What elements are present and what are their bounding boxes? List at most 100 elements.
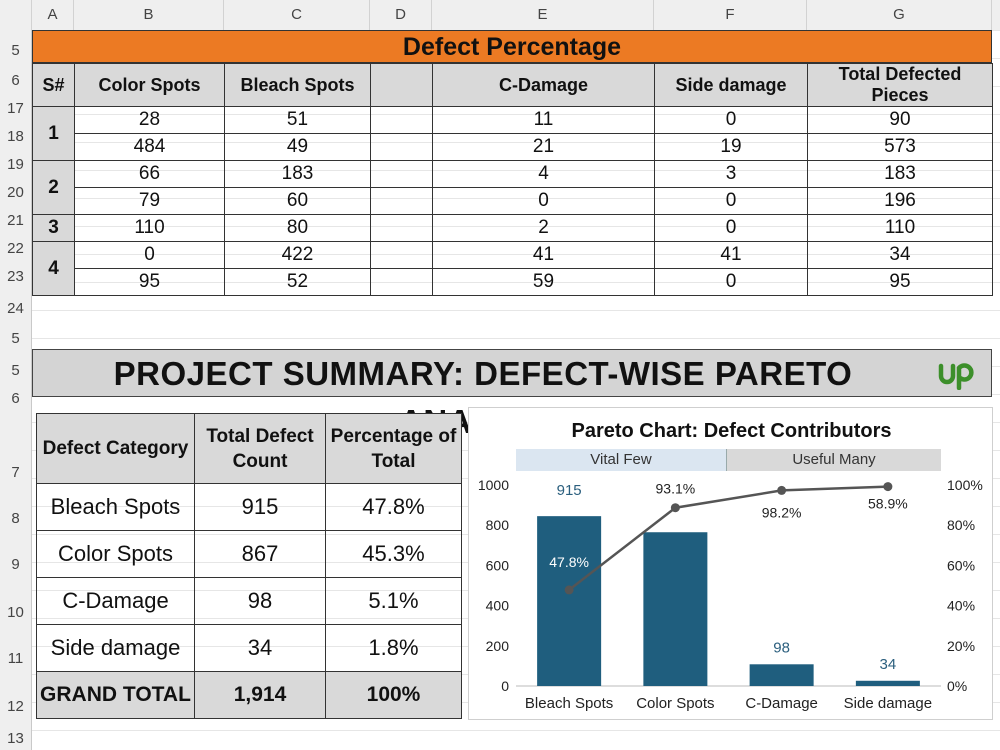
defect-header-cell[interactable]: S# [32, 63, 75, 107]
defect-value-cell[interactable]: 79 [74, 187, 225, 215]
defect-value-cell[interactable]: 28 [74, 106, 225, 134]
column-header-f[interactable]: F [654, 0, 807, 30]
defect-value-cell[interactable]: 484 [74, 133, 225, 161]
defect-value-cell[interactable]: 95 [74, 268, 225, 296]
defect-value-cell[interactable] [370, 268, 433, 296]
defect-value-cell[interactable]: 90 [807, 106, 993, 134]
category-cell[interactable]: C-Damage [36, 577, 195, 625]
y-right-tick-label: 0% [947, 678, 967, 694]
column-header-a[interactable]: A [32, 0, 74, 30]
table-row: 2 66 183 4 3 183 [32, 160, 993, 215]
row-header[interactable]: 5 [11, 362, 20, 379]
row-header[interactable]: 17 [7, 100, 24, 117]
defect-value-cell[interactable]: 59 [432, 268, 655, 296]
defect-value-cell[interactable]: 110 [74, 214, 225, 242]
defect-value-cell[interactable]: 110 [807, 214, 993, 242]
percent-cell[interactable]: 47.8% [325, 483, 462, 531]
serial-number-cell[interactable]: 3 [32, 214, 75, 242]
count-cell[interactable]: 867 [194, 530, 326, 578]
defect-value-cell[interactable]: 21 [432, 133, 655, 161]
defect-value-cell[interactable]: 0 [654, 214, 808, 242]
row-header[interactable]: 22 [7, 240, 24, 257]
y-right-tick-label: 80% [947, 517, 975, 533]
defect-header-cell[interactable] [370, 63, 433, 107]
defect-value-cell[interactable]: 11 [432, 106, 655, 134]
defect-value-cell[interactable]: 66 [74, 160, 225, 188]
defect-value-cell[interactable] [370, 106, 433, 134]
defect-header-cell[interactable]: Color Spots [74, 63, 225, 107]
column-header-d[interactable]: D [370, 0, 432, 30]
defect-value-cell[interactable]: 0 [654, 268, 808, 296]
defect-header-cell[interactable]: Side damage [654, 63, 808, 107]
category-cell[interactable]: Side damage [36, 624, 195, 672]
row-header[interactable]: 5 [11, 42, 20, 59]
defect-value-cell[interactable] [370, 214, 433, 242]
defect-value-cell[interactable]: 0 [654, 106, 808, 134]
row-header[interactable]: 20 [7, 184, 24, 201]
row-header[interactable]: 21 [7, 212, 24, 229]
row-header[interactable]: 13 [7, 730, 24, 747]
row-header[interactable]: 23 [7, 268, 24, 285]
defect-value-cell[interactable]: 19 [654, 133, 808, 161]
defect-value-cell[interactable]: 196 [807, 187, 993, 215]
defect-value-cell[interactable]: 573 [807, 133, 993, 161]
defect-value-cell[interactable]: 2 [432, 214, 655, 242]
defect-value-cell[interactable]: 80 [224, 214, 371, 242]
row-header[interactable]: 10 [7, 604, 24, 621]
row-header[interactable]: 9 [11, 556, 20, 573]
row-header[interactable]: 7 [11, 464, 20, 481]
row-header[interactable]: 12 [7, 698, 24, 715]
count-cell[interactable]: 34 [194, 624, 326, 672]
defect-value-cell[interactable] [370, 241, 433, 269]
column-header-b[interactable]: B [74, 0, 224, 30]
defect-value-cell[interactable]: 183 [224, 160, 371, 188]
grand-total-count[interactable]: 1,914 [194, 671, 326, 719]
defect-header-cell[interactable]: Bleach Spots [224, 63, 371, 107]
column-header-c[interactable]: C [224, 0, 370, 30]
row-header[interactable]: 11 [7, 650, 24, 667]
select-all-corner[interactable] [0, 0, 32, 30]
defect-value-cell[interactable]: 52 [224, 268, 371, 296]
column-header-e[interactable]: E [432, 0, 654, 30]
percent-cell[interactable]: 45.3% [325, 530, 462, 578]
defect-value-cell[interactable]: 34 [807, 241, 993, 269]
defect-value-cell[interactable]: 0 [74, 241, 225, 269]
category-cell[interactable]: Color Spots [36, 530, 195, 578]
column-header-g[interactable]: G [807, 0, 992, 30]
defect-value-cell[interactable] [370, 160, 433, 188]
defect-value-cell[interactable]: 49 [224, 133, 371, 161]
count-cell[interactable]: 98 [194, 577, 326, 625]
row-header[interactable]: 19 [7, 156, 24, 173]
defect-value-cell[interactable]: 3 [654, 160, 808, 188]
percent-cell[interactable]: 5.1% [325, 577, 462, 625]
percent-cell[interactable]: 1.8% [325, 624, 462, 672]
defect-value-cell[interactable]: 41 [654, 241, 808, 269]
defect-value-cell[interactable]: 183 [807, 160, 993, 188]
defect-header-cell[interactable]: Total Defected Pieces [807, 63, 993, 107]
defect-value-cell[interactable]: 422 [224, 241, 371, 269]
grand-total-label[interactable]: GRAND TOTAL [36, 671, 195, 719]
serial-number-cell[interactable]: 2 [32, 160, 75, 215]
row-header[interactable]: 6 [11, 390, 20, 407]
grand-total-percent[interactable]: 100% [325, 671, 462, 719]
defect-value-cell[interactable]: 0 [654, 187, 808, 215]
defect-value-cell[interactable]: 41 [432, 241, 655, 269]
defect-value-cell[interactable] [370, 187, 433, 215]
defect-value-cell[interactable] [370, 133, 433, 161]
defect-header-cell[interactable]: C-Damage [432, 63, 655, 107]
row-header[interactable]: 18 [7, 128, 24, 145]
category-cell[interactable]: Bleach Spots [36, 483, 195, 531]
row-header[interactable]: 5 [11, 330, 20, 347]
row-header[interactable]: 24 [7, 300, 24, 317]
serial-number-cell[interactable]: 4 [32, 241, 75, 296]
count-cell[interactable]: 915 [194, 483, 326, 531]
defect-value-cell[interactable]: 51 [224, 106, 371, 134]
defect-value-cell[interactable]: 4 [432, 160, 655, 188]
row-header[interactable]: 6 [11, 72, 20, 89]
defect-value-cell[interactable]: 95 [807, 268, 993, 296]
serial-number-cell[interactable]: 1 [32, 106, 75, 161]
defect-value-cell[interactable]: 0 [432, 187, 655, 215]
row-header[interactable]: 8 [11, 510, 20, 527]
pareto-chart-panel[interactable]: Pareto Chart: Defect Contributors Vital … [468, 407, 993, 720]
defect-value-cell[interactable]: 60 [224, 187, 371, 215]
